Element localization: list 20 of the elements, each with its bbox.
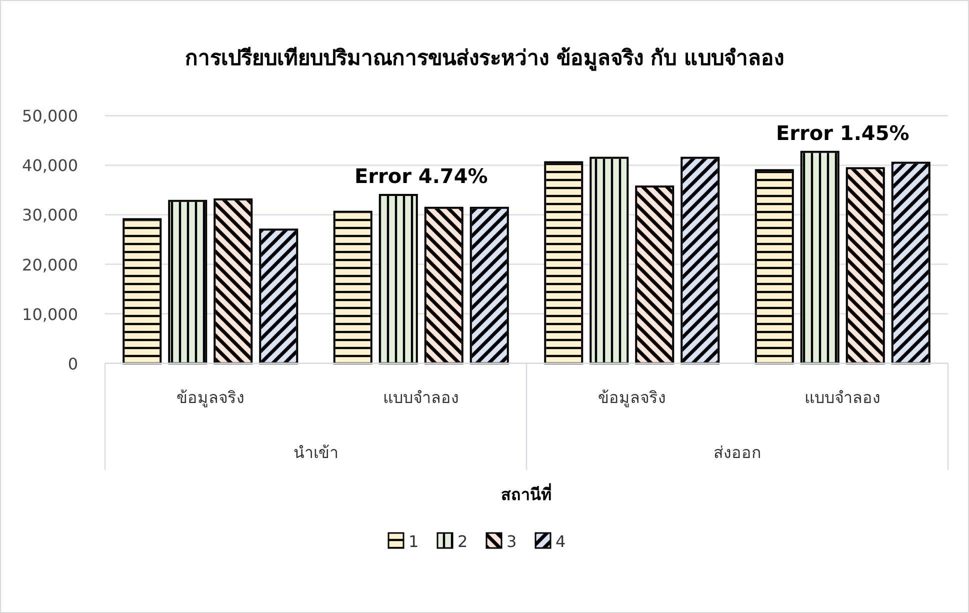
y-tick-label: 40,000 — [22, 156, 78, 176]
y-tick-label: 20,000 — [22, 255, 78, 274]
x-tick-label: ข้อมูลจริง — [176, 388, 244, 408]
y-tick-label: 30,000 — [22, 206, 78, 225]
legend-label: 1 — [408, 532, 419, 551]
chart-title: การเปรียบเทียบปริมาณการขนส่งระหว่าง ข้อมูลจริง กับ แบบจำลอง — [185, 46, 784, 72]
x-tick-label: ข้อมูลจริง — [598, 388, 666, 408]
legend-label: 4 — [556, 532, 566, 551]
y-tick-label: 0 — [68, 354, 78, 374]
text: ส่งออก — [713, 443, 762, 462]
x-tick-label: แบบจำลอง — [804, 388, 881, 407]
legend-label: 2 — [458, 532, 468, 551]
x-axis-title: สถานีที่ — [501, 483, 552, 504]
text: นำเข้า — [293, 443, 338, 462]
y-tick-label: 10,000 — [22, 304, 78, 324]
x-tick-label: แบบจำลอง — [383, 388, 460, 407]
legend-label: 3 — [506, 532, 517, 551]
y-tick-label: 50,000 — [22, 106, 78, 126]
annotation: Error 4.74% — [354, 164, 488, 188]
annotation: Error 1.45% — [776, 120, 910, 145]
